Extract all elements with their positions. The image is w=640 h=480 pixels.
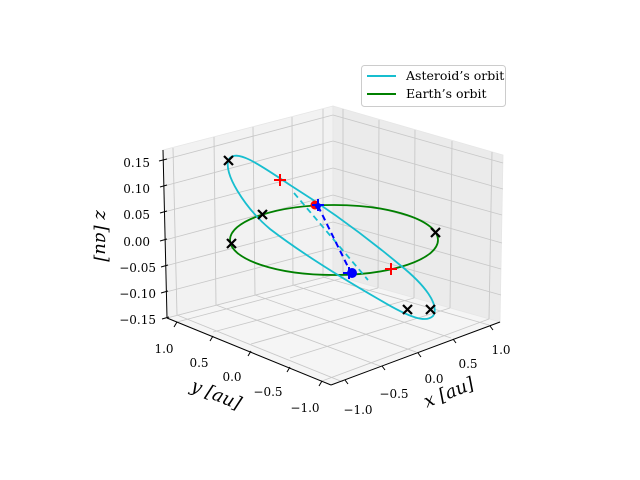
grid-floor	[176, 276, 490, 383]
black-x-markers	[223, 155, 441, 315]
x-axis-line	[330, 321, 501, 386]
y-axis-line	[166, 317, 332, 386]
grid-left-pane	[162, 109, 334, 319]
x-marker	[402, 304, 413, 315]
x-tick-label: 0.0	[424, 372, 443, 386]
z-axis-line	[162, 149, 168, 319]
y-axis-ticks	[173, 321, 323, 387]
x-tick-label: −0.5	[379, 387, 408, 401]
z-tick-label: −0.05	[119, 261, 156, 275]
z-tick-label: 0.15	[123, 156, 150, 170]
y-tick-label: 0.5	[189, 356, 208, 370]
z-tick-label: −0.10	[119, 287, 156, 301]
z-tick-label: −0.15	[119, 313, 156, 327]
y-tick-label: −0.5	[253, 385, 282, 399]
x-marker	[430, 227, 441, 238]
x-marker	[257, 209, 268, 220]
x-marker	[226, 238, 237, 249]
x-tick-label: 1.0	[491, 343, 510, 357]
asteroid-orbit	[226, 154, 436, 320]
legend-label-earth: Earth’s orbit	[406, 86, 487, 101]
x-marker	[223, 155, 234, 166]
blue-plus-marker	[343, 267, 355, 279]
y-tick-label: 0.0	[222, 370, 241, 384]
y-tick-label: 1.0	[154, 342, 173, 356]
legend: Asteroid’s orbit Earth’s orbit	[361, 65, 506, 107]
z-axis-ticks	[158, 158, 170, 320]
x-tick-label: 0.5	[458, 357, 477, 371]
blue-dashed-segment	[317, 205, 352, 274]
legend-label-asteroid: Asteroid’s orbit	[405, 68, 504, 83]
axis-lines	[162, 149, 501, 386]
cyan-dashed-segment	[293, 192, 369, 281]
x-tick-labels: −1.0 −0.5 0.0 0.5 1.0	[343, 343, 510, 417]
z-tick-label: 0.10	[123, 182, 150, 196]
z-axis-label: z [au]	[91, 209, 112, 263]
y-tick-label: −1.0	[290, 401, 319, 415]
earth-orbit	[229, 204, 439, 276]
x-marker	[425, 304, 436, 315]
y-tick-labels: 1.0 0.5 0.0 −0.5 −1.0	[154, 342, 319, 415]
z-tick-label: 0.00	[123, 235, 150, 249]
z-tick-label: 0.05	[123, 208, 150, 222]
z-tick-labels: 0.15 0.10 0.05 0.00 −0.05 −0.10 −0.15	[119, 156, 156, 327]
red-plus-marker	[274, 174, 286, 186]
x-axis-ticks	[344, 325, 494, 385]
blue-plus-marker	[312, 199, 324, 211]
x-tick-label: −1.0	[343, 403, 372, 417]
red-plus-marker	[385, 263, 397, 275]
